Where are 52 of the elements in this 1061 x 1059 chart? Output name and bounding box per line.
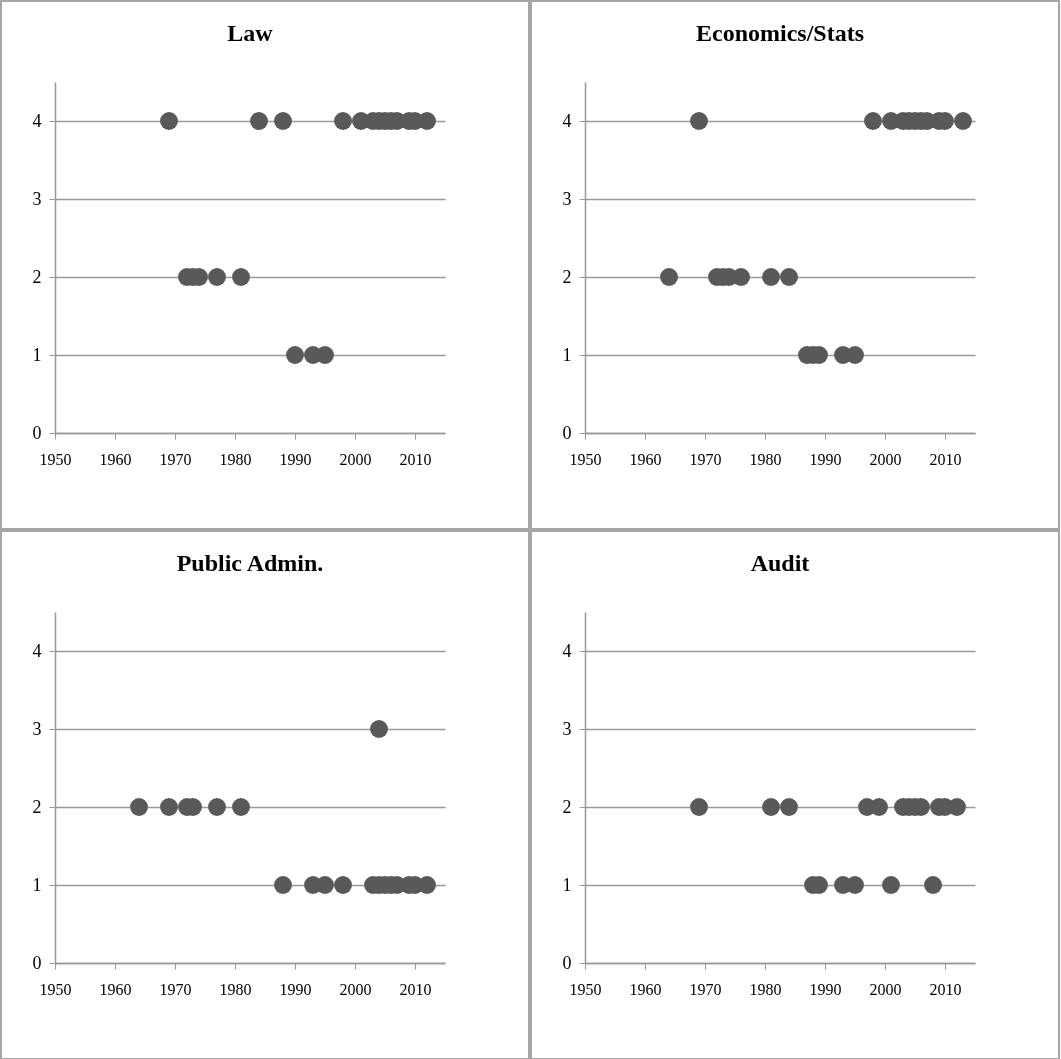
x-tick-label: 1950 bbox=[39, 980, 72, 998]
x-tick-label: 2000 bbox=[339, 980, 372, 998]
y-tick-label: 0 bbox=[562, 422, 572, 443]
x-tick-label: 1950 bbox=[569, 980, 602, 998]
y-tick-label: 1 bbox=[32, 874, 42, 895]
y-tick-label: 4 bbox=[32, 110, 42, 131]
x-tick-label: 1990 bbox=[809, 450, 842, 468]
y-tick-label: 3 bbox=[32, 718, 42, 739]
y-tick-label: 2 bbox=[32, 796, 42, 817]
x-tick-label: 2010 bbox=[929, 450, 962, 468]
x-tick-label: 2010 bbox=[929, 980, 962, 998]
x-tick-label: 1950 bbox=[569, 450, 602, 468]
y-tick-label: 2 bbox=[32, 266, 42, 287]
x-tick-label: 1980 bbox=[749, 980, 782, 998]
x-tick-label: 1960 bbox=[99, 450, 132, 468]
x-tick-label: 2010 bbox=[399, 980, 432, 998]
x-tick-label: 1950 bbox=[39, 450, 72, 468]
x-tick-label: 1970 bbox=[689, 450, 722, 468]
y-tick-label: 3 bbox=[562, 188, 572, 209]
y-tick-label: 4 bbox=[562, 640, 572, 661]
x-tick-label: 2000 bbox=[869, 450, 902, 468]
y-tick-label: 0 bbox=[562, 952, 572, 973]
x-tick-label: 1960 bbox=[99, 980, 132, 998]
y-tick-label: 2 bbox=[562, 796, 572, 817]
x-tick-label: 1990 bbox=[809, 980, 842, 998]
chart-title: Public Admin. bbox=[176, 550, 324, 576]
y-tick-label: 1 bbox=[562, 344, 572, 365]
x-tick-label: 1970 bbox=[689, 980, 722, 998]
x-tick-label: 1980 bbox=[749, 450, 782, 468]
y-tick-label: 1 bbox=[562, 874, 572, 895]
y-tick-label: 4 bbox=[562, 110, 572, 131]
x-tick-label: 1980 bbox=[219, 980, 252, 998]
x-tick-label: 1960 bbox=[629, 450, 662, 468]
y-tick-label: 4 bbox=[32, 640, 42, 661]
chart-title: Law bbox=[227, 20, 274, 46]
x-tick-label: 1980 bbox=[219, 450, 252, 468]
y-tick-label: 3 bbox=[562, 718, 572, 739]
chart-title: Audit bbox=[750, 550, 810, 576]
y-tick-label: 1 bbox=[32, 344, 42, 365]
y-tick-label: 2 bbox=[562, 266, 572, 287]
x-tick-label: 1970 bbox=[159, 980, 192, 998]
x-tick-label: 2010 bbox=[399, 450, 432, 468]
x-tick-label: 1970 bbox=[159, 450, 192, 468]
chart-title: Economics/Stats bbox=[696, 20, 864, 46]
x-tick-label: 1990 bbox=[279, 450, 312, 468]
y-tick-label: 0 bbox=[32, 952, 42, 973]
x-tick-label: 2000 bbox=[869, 980, 902, 998]
x-tick-label: 2000 bbox=[339, 450, 372, 468]
x-tick-label: 1960 bbox=[629, 980, 662, 998]
y-tick-label: 0 bbox=[32, 422, 42, 443]
x-tick-label: 1990 bbox=[279, 980, 312, 998]
y-tick-label: 3 bbox=[32, 188, 42, 209]
